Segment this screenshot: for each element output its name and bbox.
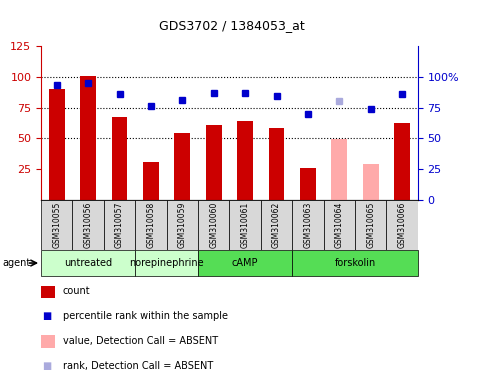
Bar xyxy=(198,200,229,250)
Text: forskolin: forskolin xyxy=(334,258,376,268)
Bar xyxy=(104,200,135,250)
Bar xyxy=(49,89,65,200)
Text: GSM310055: GSM310055 xyxy=(52,202,61,248)
Text: ■: ■ xyxy=(42,311,52,321)
Text: count: count xyxy=(63,286,90,296)
Text: agent: agent xyxy=(2,258,30,268)
Bar xyxy=(112,118,128,200)
Text: GSM310057: GSM310057 xyxy=(115,202,124,248)
Bar xyxy=(198,250,292,276)
Bar xyxy=(206,125,222,200)
Bar xyxy=(292,250,418,276)
Bar xyxy=(292,200,324,250)
Bar xyxy=(261,200,292,250)
Text: norepinephrine: norepinephrine xyxy=(129,258,204,268)
Text: GSM310065: GSM310065 xyxy=(366,202,375,248)
Bar xyxy=(355,200,386,250)
Bar xyxy=(167,200,198,250)
Text: GSM310060: GSM310060 xyxy=(209,202,218,248)
Text: GSM310056: GSM310056 xyxy=(84,202,93,248)
Bar xyxy=(135,200,167,250)
Bar xyxy=(41,200,72,250)
Text: ■: ■ xyxy=(42,361,52,371)
Bar xyxy=(331,139,347,200)
Bar xyxy=(80,76,96,200)
Text: GSM310064: GSM310064 xyxy=(335,202,344,248)
Bar xyxy=(324,200,355,250)
Text: cAMP: cAMP xyxy=(232,258,258,268)
Text: percentile rank within the sample: percentile rank within the sample xyxy=(63,311,228,321)
Text: rank, Detection Call = ABSENT: rank, Detection Call = ABSENT xyxy=(63,361,213,371)
Text: GSM310062: GSM310062 xyxy=(272,202,281,248)
Bar xyxy=(229,200,261,250)
Bar xyxy=(300,168,316,200)
Bar xyxy=(143,162,159,200)
Bar xyxy=(41,250,135,276)
Bar xyxy=(386,200,418,250)
Text: GSM310058: GSM310058 xyxy=(146,202,156,248)
Bar xyxy=(72,200,104,250)
Text: GSM310063: GSM310063 xyxy=(303,202,313,248)
Bar xyxy=(269,128,284,200)
Bar xyxy=(135,250,198,276)
Text: untreated: untreated xyxy=(64,258,112,268)
Bar xyxy=(394,124,410,200)
Text: GSM310061: GSM310061 xyxy=(241,202,250,248)
Bar xyxy=(237,121,253,200)
Text: GDS3702 / 1384053_at: GDS3702 / 1384053_at xyxy=(159,19,305,32)
Text: value, Detection Call = ABSENT: value, Detection Call = ABSENT xyxy=(63,336,218,346)
Bar xyxy=(174,133,190,200)
Text: GSM310066: GSM310066 xyxy=(398,202,407,248)
Text: GSM310059: GSM310059 xyxy=(178,202,187,248)
Bar xyxy=(363,164,379,200)
